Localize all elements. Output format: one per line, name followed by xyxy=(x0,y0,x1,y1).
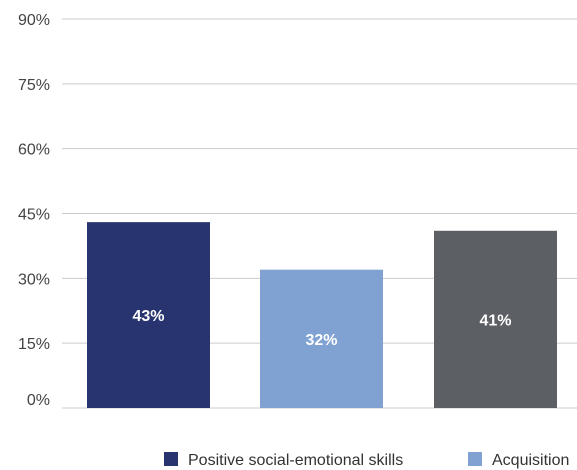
y-tick-label: 75% xyxy=(18,77,50,94)
legend-swatch xyxy=(164,452,178,466)
y-tick-label: 60% xyxy=(18,142,50,159)
y-tick-label: 30% xyxy=(18,271,50,288)
legend-label: Positive social-emotional skills xyxy=(188,452,403,469)
bar xyxy=(87,222,210,408)
legend-swatch xyxy=(468,452,482,466)
bar xyxy=(434,230,557,408)
data-label: 41% xyxy=(479,312,511,329)
bar xyxy=(260,269,383,408)
legend-label: Acquisition xyxy=(492,452,569,469)
data-label: 32% xyxy=(305,332,337,349)
y-axis-ticks: 0% 15% 30% 45% 60% 75% 90% xyxy=(18,12,50,409)
bar-layer xyxy=(87,222,557,408)
y-tick-label: 15% xyxy=(18,336,50,353)
y-tick-label: 90% xyxy=(18,12,50,29)
y-tick-label: 0% xyxy=(27,392,50,409)
legend: Positive social-emotional skills Acquisit… xyxy=(164,452,569,469)
data-label-layer: 43% 32% 41% xyxy=(132,308,511,349)
y-tick-label: 45% xyxy=(18,207,50,224)
data-label: 43% xyxy=(132,308,164,325)
